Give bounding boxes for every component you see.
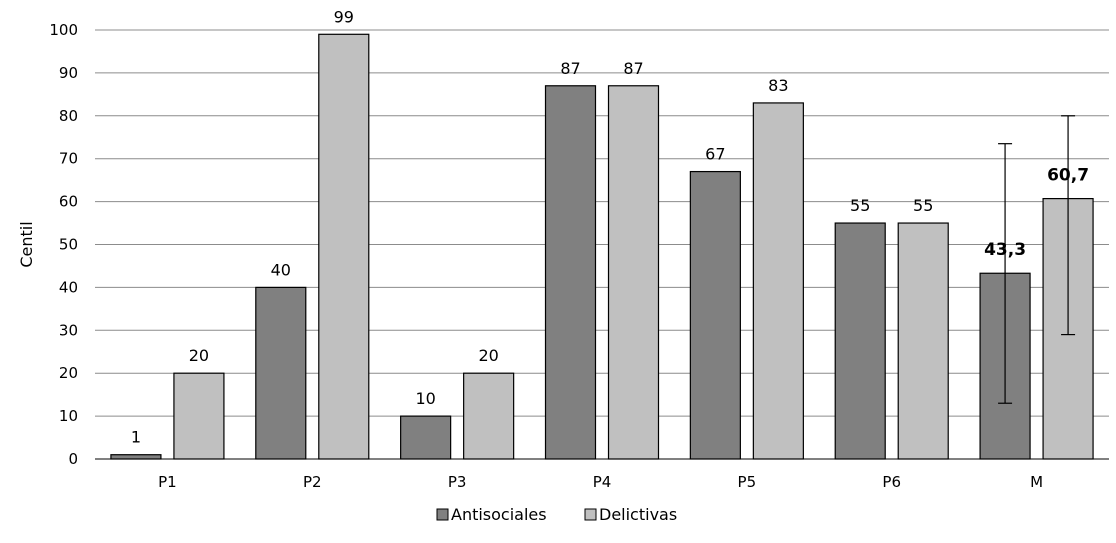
x-tick-label: P3 [448, 473, 467, 491]
grid-lines [95, 29, 1109, 417]
data-label: 20 [478, 346, 498, 365]
data-labels: 1 20 40 99 10 20 87 87 67 83 55 55 43,3 60,7 [131, 7, 1089, 446]
data-label: 99 [334, 7, 354, 26]
x-tick-label: P4 [593, 473, 612, 491]
x-tick-label: M [1030, 473, 1043, 491]
data-label: 20 [189, 346, 209, 365]
y-tick-label: 70 [59, 150, 78, 168]
y-tick-label: 20 [59, 364, 78, 382]
x-tick-label: P2 [303, 473, 322, 491]
x-tick-label: P5 [738, 473, 757, 491]
bars [110, 33, 1094, 460]
bar-antisociales-p2 [255, 286, 307, 460]
x-tick-label: P1 [158, 473, 177, 491]
x-axis-ticks: P1 P2 P3 P4 P5 P6 M [158, 473, 1043, 491]
data-label: 55 [850, 196, 870, 215]
data-label: 55 [913, 196, 933, 215]
data-label: 10 [415, 389, 435, 408]
legend-swatch-delictivas [584, 508, 597, 521]
x-tick-label: P6 [882, 473, 901, 491]
y-tick-label: 80 [59, 107, 78, 125]
y-axis-label: Centil [17, 221, 36, 267]
data-label: 43,3 [984, 240, 1026, 260]
y-tick-label: 40 [59, 278, 78, 296]
data-label: 87 [560, 59, 580, 78]
bar-delictivas-p6 [897, 222, 949, 460]
y-tick-label: 90 [59, 64, 78, 82]
bar-antisociales-p5 [689, 170, 741, 460]
y-tick-label: 30 [59, 321, 78, 339]
bar-delictivas-p5 [752, 102, 804, 460]
y-axis-ticks: 0 10 20 30 40 50 60 70 80 90 100 [49, 21, 78, 468]
legend: Antisociales Delictivas [436, 505, 677, 524]
y-tick-label: 60 [59, 193, 78, 211]
data-label: 1 [131, 428, 141, 447]
legend-label-antisociales: Antisociales [451, 505, 547, 524]
legend-label-delictivas: Delictivas [599, 505, 677, 524]
bar-delictivas-p2 [318, 33, 370, 460]
bar-antisociales-p1 [110, 454, 162, 460]
data-label: 87 [623, 59, 643, 78]
data-label: 83 [768, 76, 788, 95]
data-label: 67 [705, 145, 725, 164]
bar-antisociales-p3 [400, 415, 452, 460]
bar-antisociales-p4 [544, 85, 597, 460]
bar-delictivas-p3 [463, 372, 515, 460]
y-tick-label: 10 [59, 407, 78, 425]
bar-delictivas-p4 [607, 85, 660, 460]
bar-antisociales-p6 [834, 222, 886, 460]
y-tick-label: 0 [68, 450, 78, 468]
legend-swatch-antisociales [436, 508, 449, 521]
y-tick-label: 100 [49, 21, 78, 39]
data-label: 60,7 [1047, 166, 1089, 186]
bar-delictivas-p1 [173, 372, 225, 460]
y-tick-label: 50 [59, 236, 78, 254]
error-bars [998, 115, 1076, 404]
data-label: 40 [271, 260, 291, 279]
